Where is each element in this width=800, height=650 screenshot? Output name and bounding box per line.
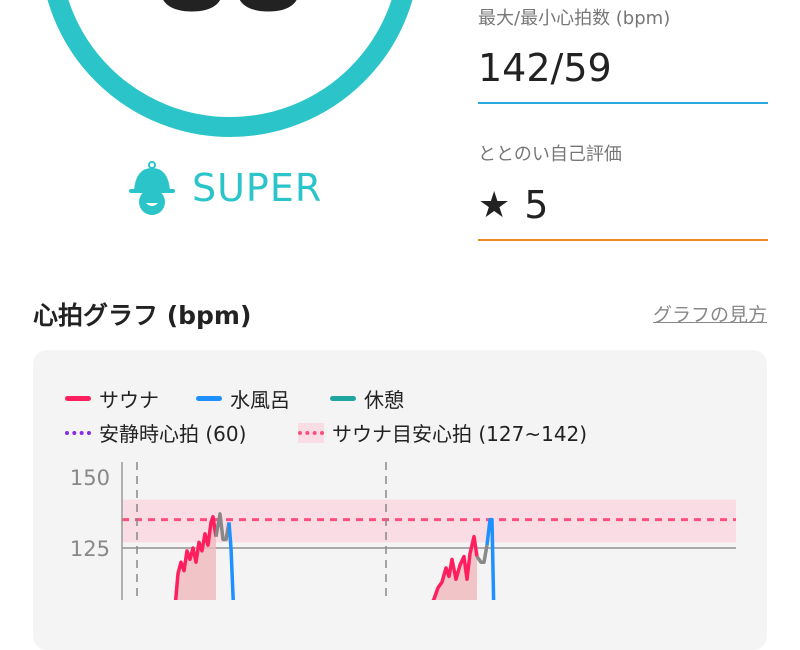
- hr-underline: [478, 102, 768, 104]
- y-tick-label: 150: [70, 466, 110, 490]
- y-tick-label: 125: [70, 537, 110, 561]
- rating-label: ととのい自己評価: [478, 144, 622, 165]
- sauna-hat-icon: [129, 161, 175, 215]
- series-line-0-0: [173, 515, 218, 600]
- rating-value: 5: [524, 183, 549, 227]
- hr-label: 最大/最小心拍数 (bpm): [478, 8, 671, 29]
- series-line-2-0: [227, 522, 235, 600]
- series-line-1-0: [214, 512, 231, 542]
- heart-rate-chart: 150 125: [70, 462, 736, 600]
- rating-value-field[interactable]: ★ 5: [478, 183, 548, 227]
- rating-underline: [478, 239, 768, 241]
- legend-sauna: サウナ: [65, 384, 159, 413]
- graph-help-link[interactable]: グラフの見方: [652, 304, 767, 326]
- legend-resting-hr: 安静時心拍 (60): [65, 418, 246, 447]
- rank-badge: SUPER: [128, 160, 322, 216]
- legend-water: 水風呂: [196, 384, 290, 413]
- legend-target-hr: サウナ目安心拍 (127~142): [298, 418, 587, 447]
- star-icon: ★: [478, 184, 511, 226]
- legend-rest: 休憩: [330, 384, 404, 413]
- series-line-0-1: [431, 534, 479, 600]
- graph-title: 心拍グラフ (bpm): [33, 301, 252, 330]
- rank-label: SUPER: [192, 166, 323, 210]
- hr-value: 142/59: [478, 46, 612, 90]
- series-line-1-1: [475, 544, 489, 564]
- series-line-2-1: [485, 517, 496, 600]
